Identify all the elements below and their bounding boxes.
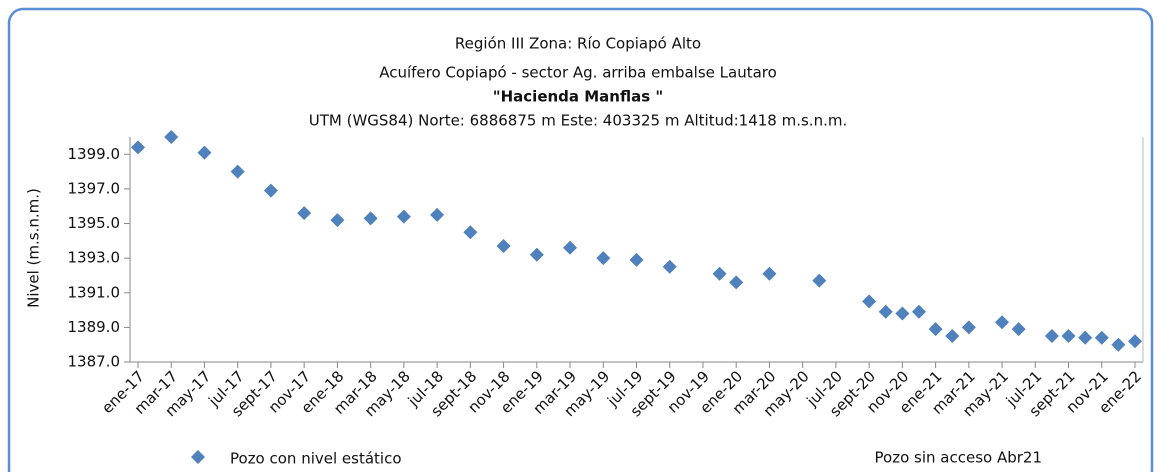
title-line: Acuífero Copiapó - sector Ag. arriba emb… bbox=[379, 64, 777, 82]
point bbox=[878, 304, 893, 319]
point bbox=[1078, 330, 1093, 345]
point bbox=[563, 240, 578, 255]
point bbox=[297, 206, 312, 221]
point bbox=[164, 130, 179, 144]
y-tick-label: 1391.0 bbox=[68, 283, 121, 301]
y-tick-label: 1399.0 bbox=[68, 145, 121, 163]
point bbox=[629, 252, 644, 267]
point bbox=[330, 213, 345, 228]
point bbox=[131, 140, 145, 155]
point bbox=[812, 273, 827, 288]
point bbox=[895, 306, 910, 321]
y-tick-label: 1387.0 bbox=[68, 353, 121, 371]
point bbox=[945, 329, 960, 344]
point bbox=[596, 251, 611, 266]
point bbox=[1061, 329, 1076, 344]
point bbox=[396, 209, 411, 224]
point bbox=[263, 183, 278, 198]
point bbox=[363, 211, 378, 226]
y-tick-label: 1393.0 bbox=[68, 249, 121, 267]
y-tick-label: 1389.0 bbox=[68, 318, 121, 336]
y-tick-label: 1397.0 bbox=[68, 179, 121, 197]
point bbox=[1111, 337, 1126, 352]
point bbox=[430, 207, 445, 222]
title-line: UTM (WGS84) Norte: 6886875 m Este: 40332… bbox=[309, 112, 847, 130]
point bbox=[197, 145, 212, 160]
point bbox=[1128, 334, 1142, 349]
title-line: "Hacienda Manflas " bbox=[493, 88, 663, 106]
point bbox=[995, 315, 1010, 330]
annotation: Pozo sin acceso Abr21 bbox=[875, 449, 1042, 467]
point bbox=[911, 304, 926, 319]
point bbox=[928, 322, 943, 337]
point bbox=[1044, 329, 1059, 344]
point bbox=[496, 239, 511, 254]
y-axis-label: Nivel (m.s.n.m.) bbox=[25, 188, 43, 308]
point bbox=[712, 266, 727, 281]
point bbox=[729, 275, 744, 290]
point bbox=[662, 259, 677, 274]
legend-label: Pozo con nivel estático bbox=[230, 450, 402, 468]
y-tick-label: 1395.0 bbox=[68, 214, 121, 232]
point bbox=[1011, 322, 1026, 337]
frame bbox=[7, 7, 1154, 476]
point bbox=[1094, 330, 1109, 345]
title-line: Región III Zona: Río Copiapó Alto bbox=[455, 35, 701, 53]
point bbox=[862, 294, 877, 309]
point bbox=[762, 266, 777, 281]
legend-marker bbox=[191, 450, 205, 464]
point bbox=[529, 247, 544, 262]
point bbox=[230, 164, 245, 179]
point bbox=[961, 320, 976, 335]
point bbox=[463, 225, 478, 240]
